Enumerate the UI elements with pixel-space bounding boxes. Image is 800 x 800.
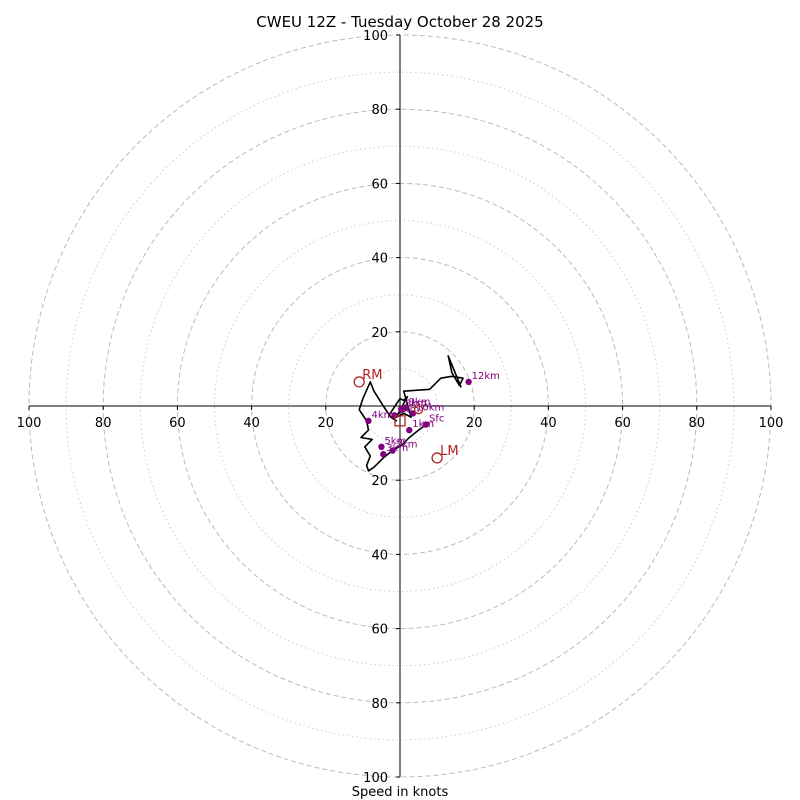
storm-motion-point-RM — [353, 376, 365, 388]
v-tick-label: 80 — [371, 697, 388, 712]
height-label-10km: 10km — [416, 402, 444, 413]
v-tick-label: 40 — [371, 252, 388, 267]
u-tick-label: 60 — [614, 416, 631, 431]
u-tick-label: 20 — [466, 416, 483, 431]
v-tick-label: 100 — [363, 771, 388, 786]
height-label-8km: 8km — [405, 399, 427, 410]
v-tick-label: 60 — [371, 177, 388, 192]
u-tick-label: 40 — [540, 416, 557, 431]
height-label-Sfc: Sfc — [429, 414, 444, 425]
v-tick-label: 100 — [363, 29, 388, 44]
v-tick-label: 60 — [371, 623, 388, 638]
tick-labels: 100 80 60 40 20 20 40 60 80 100 100 80 60 40 20 20 40 60 8… — [17, 29, 784, 786]
hodograph-line-0 — [358, 355, 464, 472]
height-label-12km: 12km — [472, 371, 500, 382]
height-label-9km: 9km — [409, 397, 431, 408]
storm-motion-label-LM: LM — [440, 444, 458, 459]
height-point-Sfc — [422, 421, 430, 428]
u-tick-label: 80 — [95, 416, 112, 431]
height-point-5km — [378, 443, 385, 451]
deviant-motion-marker — [413, 405, 424, 415]
height-label-3km: 3km — [386, 443, 408, 454]
height-label-6km: 6km — [397, 404, 419, 415]
height-label-4km: 4km — [371, 410, 393, 421]
u-tick-label: 80 — [689, 416, 706, 431]
hodograph-trace — [358, 355, 464, 472]
v-tick-label: 80 — [371, 103, 388, 118]
x-axis-label: Speed in knots — [352, 785, 449, 800]
height-label-5km: 5km — [384, 436, 406, 447]
v-tick-label: 20 — [371, 474, 388, 489]
height-point-3km — [380, 451, 387, 458]
height-point-2km — [389, 447, 396, 454]
u-tick-label: 60 — [169, 416, 186, 431]
mean-wind-marker — [394, 415, 406, 427]
height-point-12km — [465, 378, 472, 386]
axes — [29, 35, 771, 777]
u-tick-label: 100 — [759, 416, 784, 431]
v-tick-label: 40 — [371, 548, 388, 563]
height-label-2km: 2km — [396, 440, 418, 451]
chart-title: CWEU 12Z - Tuesday October 28 2025 — [256, 13, 543, 31]
storm-motion-point-LM — [431, 452, 443, 464]
height-label-1km: 1km — [412, 419, 434, 430]
height-point-1km — [406, 426, 413, 434]
v-tick-label: 20 — [371, 326, 388, 341]
storm-motion-label-RM: RM — [362, 368, 382, 383]
u-tick-label: 100 — [17, 416, 42, 431]
height-point-4km — [365, 417, 372, 425]
storm-motion-markers: RM LM — [353, 368, 459, 464]
height-point-9km — [402, 404, 409, 412]
u-tick-label: 40 — [243, 416, 260, 431]
u-tick-label: 20 — [318, 416, 335, 431]
